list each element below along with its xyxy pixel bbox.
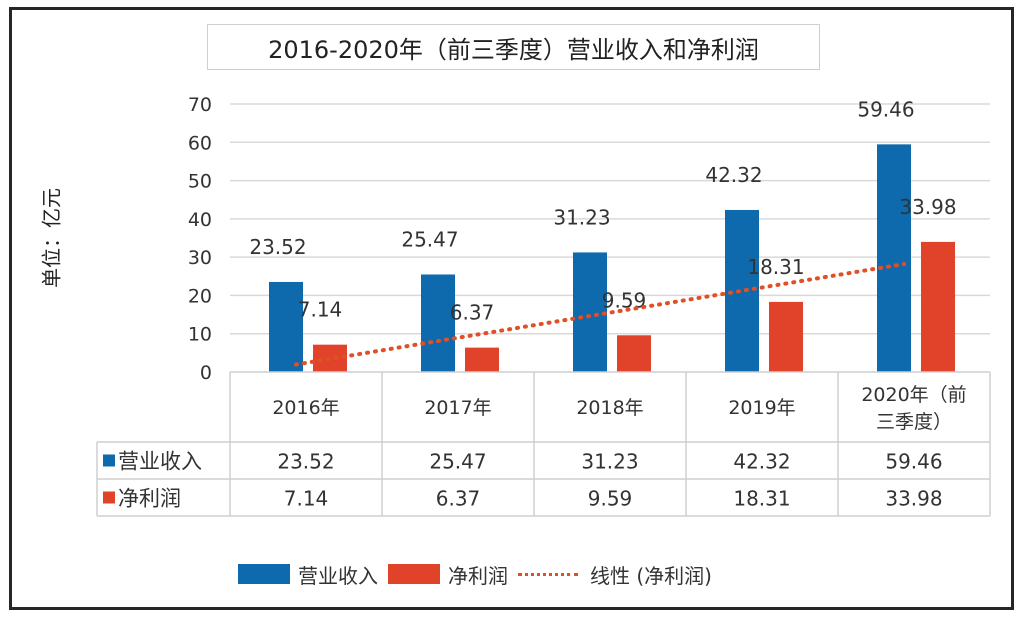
data-label-net-profit: 33.98 xyxy=(899,195,956,219)
legend-label-trendline: 线性 (净利润) xyxy=(590,563,712,588)
data-label-net-profit: 18.31 xyxy=(747,255,804,279)
y-tick-label: 30 xyxy=(188,247,212,269)
table-cell: 7.14 xyxy=(284,487,329,511)
bar-net-profit xyxy=(769,301,803,372)
bar-net-profit xyxy=(465,347,499,372)
table-cell: 33.98 xyxy=(885,487,942,511)
bar-revenue xyxy=(877,144,911,372)
x-category-label: 三季度） xyxy=(876,411,952,433)
chart-title: 2016-2020年（前三季度）营业收入和净利润 xyxy=(207,24,820,70)
bar-revenue xyxy=(573,252,607,372)
data-label-revenue: 42.32 xyxy=(705,163,762,187)
data-label-revenue: 31.23 xyxy=(553,205,610,229)
legend-swatch-revenue xyxy=(238,564,290,584)
y-tick-label: 60 xyxy=(188,132,212,154)
legend-swatch-net-profit xyxy=(388,564,440,584)
legend: 营业收入 净利润 线性 (净利润) xyxy=(238,560,722,588)
table-row-header: 营业收入 xyxy=(118,450,202,474)
bar-revenue xyxy=(421,274,455,372)
legend-label-revenue: 营业收入 xyxy=(298,563,378,588)
bar-net-profit xyxy=(921,241,955,372)
data-label-revenue: 59.46 xyxy=(857,97,914,121)
chart-frame xyxy=(9,7,1014,610)
bar-net-profit xyxy=(617,335,651,372)
data-label-net-profit: 7.14 xyxy=(298,298,343,322)
x-category-label: 2017年 xyxy=(424,397,491,419)
table-key-revenue xyxy=(103,454,115,467)
legend-item-net-profit[interactable]: 净利润 xyxy=(388,560,508,589)
table-cell: 6.37 xyxy=(436,487,481,511)
y-tick-label: 70 xyxy=(188,94,212,116)
bar-revenue xyxy=(269,281,303,372)
table-cell: 42.32 xyxy=(733,450,790,474)
x-category-label: 2020年（前 xyxy=(861,384,966,406)
table-cell: 25.47 xyxy=(429,450,486,474)
data-label-revenue: 25.47 xyxy=(401,227,458,251)
y-tick-label: 10 xyxy=(188,324,212,346)
table-cell: 18.31 xyxy=(733,487,790,511)
trendline-net-profit xyxy=(294,262,906,367)
y-tick-label: 0 xyxy=(200,362,212,384)
legend-item-trendline[interactable]: 线性 (净利润) xyxy=(518,560,712,589)
y-tick-label: 40 xyxy=(188,209,212,231)
chart-title-text: 2016-2020年（前三季度）营业收入和净利润 xyxy=(268,35,759,64)
table-cell: 23.52 xyxy=(277,450,334,474)
table-key-net-profit xyxy=(103,491,115,504)
table-cell: 9.59 xyxy=(588,487,633,511)
data-label-net-profit: 9.59 xyxy=(602,288,647,312)
x-category-label: 2016年 xyxy=(272,397,339,419)
table-row-header: 净利润 xyxy=(118,487,181,511)
table-cell: 31.23 xyxy=(581,450,638,474)
legend-swatch-trendline xyxy=(518,572,578,576)
data-label-net-profit: 6.37 xyxy=(450,301,495,325)
table-cell: 59.46 xyxy=(885,450,942,474)
legend-label-net-profit: 净利润 xyxy=(448,563,508,588)
y-tick-label: 20 xyxy=(188,285,212,307)
data-label-revenue: 23.52 xyxy=(249,235,306,259)
legend-item-revenue[interactable]: 营业收入 xyxy=(238,560,378,589)
x-category-label: 2018年 xyxy=(576,397,643,419)
x-category-label: 2019年 xyxy=(728,397,795,419)
y-tick-label: 50 xyxy=(188,171,212,193)
